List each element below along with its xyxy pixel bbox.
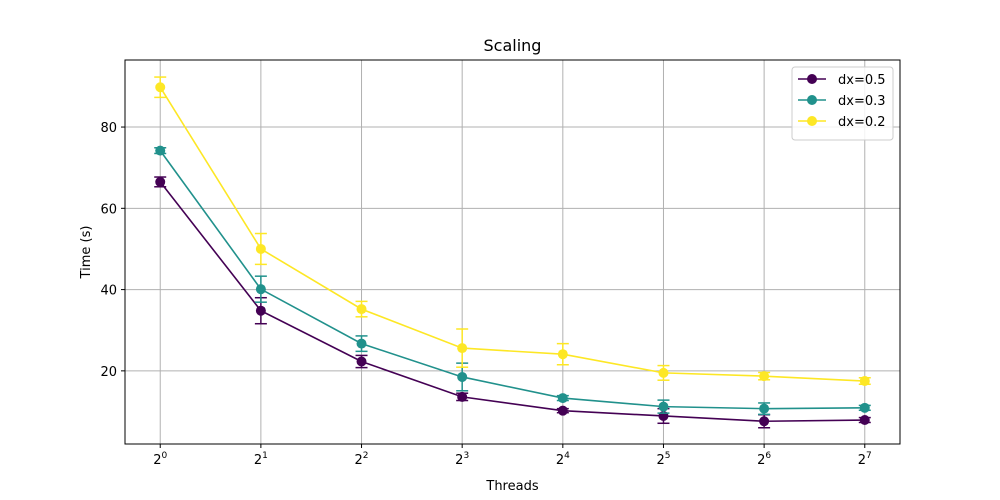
data-point [859,415,870,426]
legend-label: dx=0.3 [838,94,886,109]
legend: dx=0.5 dx=0.3 dx=0.2 [791,66,894,141]
x-tick-label: 23 [455,451,469,468]
x-tick-base: 2 [757,453,765,468]
x-tick-label: 25 [656,451,670,468]
x-tick-exponent: 0 [162,451,168,461]
data-point [457,391,468,402]
legend-swatch-marker [807,95,817,105]
x-tick-base: 2 [556,453,564,468]
data-point [155,82,166,93]
legend-swatch-marker [807,74,817,84]
y-tick-label: 80 [100,121,117,136]
legend-item: dx=0.2 [798,115,886,130]
data-point [155,145,166,156]
data-point [759,403,770,414]
y-tick-label: 40 [100,284,117,299]
data-point [356,356,367,367]
x-tick-exponent: 4 [564,451,570,461]
x-tick-label: 21 [254,451,268,468]
legend-item: dx=0.3 [798,94,886,109]
x-tick-exponent: 3 [463,451,469,461]
data-point [255,243,266,254]
x-tick-base: 2 [254,453,262,468]
data-point [557,349,568,360]
x-tick-base: 2 [153,453,161,468]
x-tick-base: 2 [858,453,866,468]
x-tick-base: 2 [355,453,363,468]
data-point [356,304,367,315]
data-point [457,371,468,382]
data-point [859,376,870,387]
data-point [155,176,166,187]
series-layer [154,76,871,429]
x-tick-label: 24 [556,451,570,468]
x-tick-base: 2 [455,453,463,468]
x-tick-exponent: 7 [866,451,872,461]
x-tick-exponent: 6 [765,451,771,461]
x-tick-label: 27 [858,451,872,468]
data-point [255,284,266,295]
legend-label: dx=0.5 [838,73,886,88]
x-tick-exponent: 5 [665,451,671,461]
chart-title: Scaling [484,36,542,55]
y-axis-label: Time (s) [79,226,94,280]
x-tick-label: 22 [355,451,369,468]
legend-swatch-marker [807,116,817,126]
series-line [159,181,865,423]
data-point [658,401,669,412]
series-dx=0.2 [154,76,871,387]
y-tick-label: 20 [100,365,117,380]
x-tick-exponent: 2 [363,451,369,461]
x-tick-label: 26 [757,451,771,468]
plot-frame [124,59,901,445]
series-line [159,86,865,382]
data-point [457,343,468,354]
x-axis-label: Threads [485,479,538,494]
data-point [658,367,669,378]
data-point [356,338,367,349]
series-dx=0.3 [154,145,871,416]
legend-label: dx=0.2 [838,115,886,130]
y-tick-label: 60 [100,202,117,217]
x-tick-exponent: 1 [262,451,268,461]
series-line [159,150,865,410]
x-tick-base: 2 [656,453,664,468]
series-dx=0.5 [154,176,871,429]
data-point [859,402,870,413]
data-point [255,305,266,316]
data-point [759,416,770,427]
data-point [759,371,770,382]
data-point [557,393,568,404]
x-tick-label: 20 [153,451,167,468]
legend-item: dx=0.5 [798,73,886,88]
data-point [557,405,568,416]
